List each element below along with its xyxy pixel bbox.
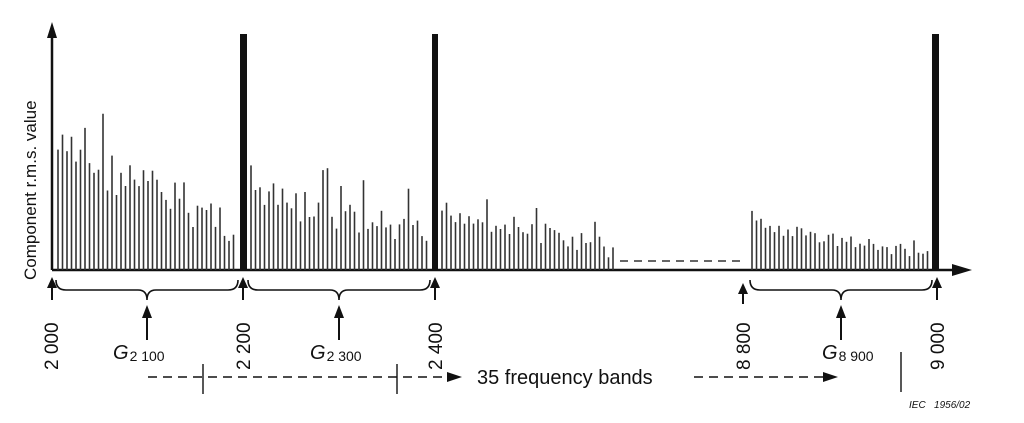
bands-arrowhead-left: [447, 372, 462, 382]
freq-label-8800: 8 800: [734, 322, 755, 370]
harmonic-bar-2400: [432, 34, 438, 270]
group-label-2300: G2 300: [310, 342, 362, 364]
iec-credit: IEC 1956/02: [909, 400, 971, 411]
harmonic-bar-9000: [932, 34, 939, 270]
y-axis-label: Component r.m.s. value: [21, 100, 40, 280]
bands-range-indicator: [148, 352, 902, 394]
group-braces: [55, 279, 933, 301]
freq-label-9000: 9 000: [928, 322, 949, 370]
freq-label-2400: 2 400: [426, 322, 447, 370]
freq-label-2200: 2 200: [234, 322, 255, 370]
x-axis-arrowhead: [952, 264, 972, 276]
bands-arrowhead-right: [823, 372, 838, 382]
group-label-2100: G2 100: [113, 342, 165, 364]
freq-label-2000: 2 000: [42, 322, 63, 370]
frequency-markers: [47, 277, 942, 304]
brace-group-2300: [247, 279, 431, 301]
bands-label: 35 frequency bands: [477, 367, 653, 389]
harmonic-bar-2200: [240, 34, 247, 270]
brace-group-2100: [55, 279, 239, 301]
harmonic-bars: [240, 34, 939, 270]
y-axis-arrowhead: [47, 22, 57, 38]
group-arrows: [142, 305, 846, 340]
spectral-lines: [57, 113, 929, 270]
brace-group-8900: [749, 279, 933, 301]
group-label-8900: G8 900: [822, 342, 874, 364]
